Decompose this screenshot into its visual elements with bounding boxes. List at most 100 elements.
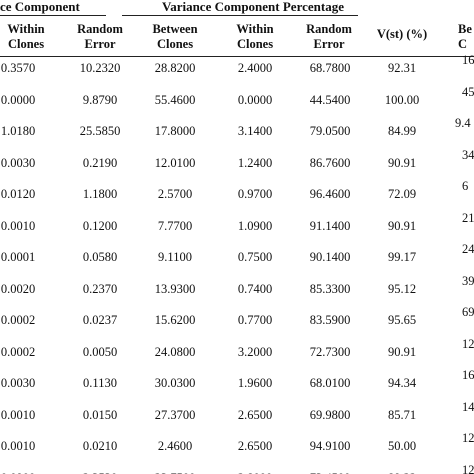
- table-cell: 95.12: [387, 281, 417, 296]
- table-cell: 100.00: [384, 92, 420, 107]
- table-cell: 1.2400: [237, 155, 273, 170]
- table-cell: 73.4500: [294, 471, 366, 474]
- table-cell: 9.1100: [158, 250, 192, 264]
- table-cell: 0.0580: [82, 250, 118, 264]
- table-cell: 72.09: [387, 187, 417, 201]
- table-cell: 0.0150: [82, 407, 118, 422]
- table-cell: 27.3700: [154, 407, 196, 422]
- table-cell-right-partial: 16: [462, 53, 474, 67]
- table-cell: 0.1130: [83, 376, 117, 390]
- table-cell: 55.4600: [154, 92, 196, 107]
- table-cell: 95.65: [387, 313, 417, 327]
- table-cell: 17.8000: [154, 124, 196, 138]
- table-cell: 0.0000: [237, 92, 273, 107]
- table-cell: 0.0030: [0, 376, 36, 390]
- col-header-random-error-1: Random Error: [77, 22, 123, 51]
- table-cell: 0.0210: [82, 439, 118, 453]
- header-bottom-rule: [0, 56, 474, 57]
- table-cell: 91.1400: [309, 218, 351, 233]
- col-header-within-clones-1: Within Clones: [7, 22, 45, 51]
- table-cell: 0.0030: [0, 155, 36, 170]
- table-cell-right-partial: 16: [462, 368, 474, 382]
- table-cell: 0.0020: [0, 281, 36, 296]
- table-cell: 0.7700: [237, 313, 273, 327]
- vst-header: V(st) (%): [376, 27, 428, 41]
- table-cell: 23.7500: [140, 471, 210, 474]
- table-cell: 50.00: [387, 439, 417, 453]
- table-cell: 0.9700: [237, 187, 273, 201]
- table-cell: 2.4000: [237, 61, 273, 75]
- col-header-random-error-2: Random Error: [306, 22, 352, 51]
- table-cell: 90.91: [387, 155, 417, 170]
- table-cell: 15.6200: [154, 313, 196, 327]
- table-cell: 0.0010: [0, 218, 36, 233]
- table-cell: 0.0002: [0, 313, 36, 327]
- table-cell: 86.7600: [309, 155, 351, 170]
- table-cell-right-partial: 9.4: [455, 116, 471, 130]
- table-cell: 0.2190: [82, 155, 118, 170]
- group-header-variance-component: ce Component: [0, 0, 80, 14]
- table-cell: 0.3570: [0, 61, 36, 75]
- table-cell: 13.9300: [154, 281, 196, 296]
- table-cell: 90.91: [387, 218, 417, 233]
- table-cell-right-partial: 14: [462, 399, 474, 414]
- table-cell: 94.34: [387, 376, 417, 390]
- table-cell: 92.31: [387, 61, 417, 75]
- table-cell: 69.9800: [309, 407, 351, 422]
- table-cell: 2.5700: [157, 187, 193, 201]
- table-cell: 90.1400: [309, 250, 351, 264]
- table-cell-right-partial: 12: [462, 431, 474, 445]
- table-cell: 44.5400: [309, 92, 351, 107]
- table-cell: 0.0001: [0, 250, 36, 264]
- table-cell: 1.0900: [237, 218, 273, 233]
- table-cell-right-partial: 39: [462, 273, 474, 288]
- table-cell: 0.0010: [0, 407, 36, 422]
- table-cell: 0.7400: [237, 281, 273, 296]
- table-cell: 24.0800: [154, 344, 196, 359]
- table-cell-right-partial: 12: [462, 462, 474, 474]
- table-cell-right-partial: 24: [462, 242, 474, 256]
- table-cell: 2.6500: [237, 439, 273, 453]
- table-cell: 0.2370: [82, 281, 118, 296]
- col-header-right-partial: Be C: [458, 22, 472, 51]
- table-cell: 3.1400: [237, 124, 273, 138]
- table-cell-right-partial: 69: [462, 305, 474, 319]
- table-cell: 2.4600: [157, 439, 193, 453]
- table-cell: 3.2000: [237, 344, 273, 359]
- table-cell-right-partial: 12: [462, 336, 474, 351]
- table-cell: 7.7700: [157, 218, 193, 233]
- table-cell: 96.4600: [309, 187, 351, 201]
- table-cell: 83.5900: [309, 313, 351, 327]
- table-cell: 0.0050: [82, 344, 118, 359]
- table-cell: 30.0300: [154, 376, 196, 390]
- table-cell: 85.71: [387, 407, 417, 422]
- table-cell: 2.3530: [65, 471, 135, 474]
- table-cell: 0.0000: [0, 92, 36, 107]
- table-cell: 10.2320: [79, 61, 121, 75]
- table-cell: 0.7500: [237, 250, 273, 264]
- table-cell-right-partial: 45: [462, 84, 474, 99]
- group-header-variance-percentage: Variance Component Percentage: [162, 0, 344, 14]
- table-cell: 99.17: [387, 250, 417, 264]
- table-cell: 94.9100: [309, 439, 351, 453]
- col-header-within-clones-2: Within Clones: [236, 22, 274, 51]
- table-cell: 0.0237: [82, 313, 118, 327]
- table-cell: 28.8200: [154, 61, 196, 75]
- table-cell-right-partial: 34: [462, 147, 474, 162]
- table-cell: 68.7800: [309, 61, 351, 75]
- table-cell: 0.0010: [0, 439, 36, 453]
- table-cell: 1.9600: [237, 376, 273, 390]
- table-cell: 2.8000: [220, 471, 290, 474]
- table-cell: 1.1800: [82, 187, 118, 201]
- table-cell: 0.0120: [0, 187, 36, 201]
- col-header-between-clones: Between Clones: [152, 22, 198, 51]
- table-cell-right-partial: 21: [462, 210, 474, 225]
- table-cell: 9.8790: [82, 92, 118, 107]
- table-cell: 85.3300: [309, 281, 351, 296]
- table-cell: 79.0500: [309, 124, 351, 138]
- table-cell: 0.0002: [0, 344, 36, 359]
- table-cell: 72.7300: [309, 344, 351, 359]
- table-cell-right-partial: 6: [462, 179, 469, 193]
- group-rule-left: [0, 15, 106, 16]
